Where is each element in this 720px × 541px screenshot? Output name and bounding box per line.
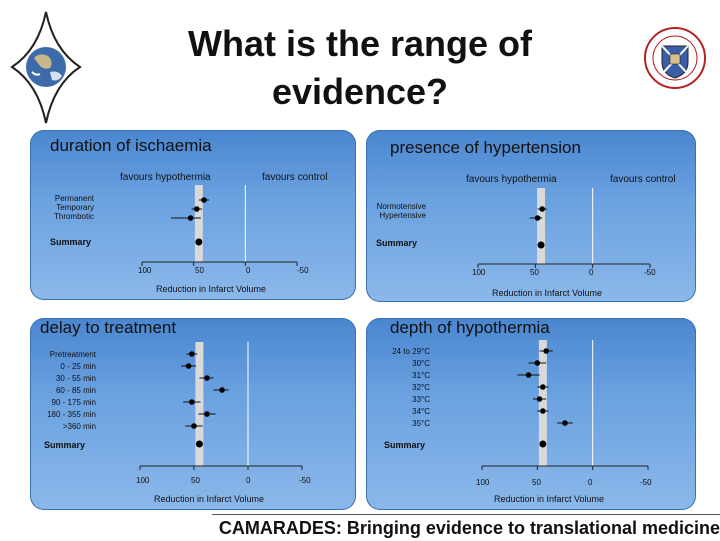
row-label: 33°C [412,395,430,404]
row-label: 0 - 25 min [60,362,96,371]
x-tick: -50 [297,266,309,275]
row-label: 30 - 55 min [55,374,96,383]
panel-duration-of-ischaemia [30,130,356,300]
row-label: 90 - 175 min [51,398,96,407]
summary-label: Summary [50,237,92,247]
data-point [204,411,210,417]
x-tick: 100 [138,266,152,275]
data-point [201,197,207,203]
row-label: >360 min [62,422,96,431]
row-label: Pretreatment [49,350,96,359]
data-point [219,387,225,393]
summary-point [195,238,203,246]
data-point [187,215,194,221]
x-tick: 0 [246,476,251,485]
data-point [539,206,546,212]
row-label: 24 to 29°C [392,347,430,356]
summary-label: Summary [384,440,426,450]
row-label: 32°C [412,383,430,392]
panel-title: presence of hypertension [390,138,581,157]
x-axis-label: Reduction in Infarct Volume [154,494,265,504]
favours-left-label: favours hypothermia [466,174,557,185]
summary-label: Summary [44,440,86,450]
x-tick: 100 [472,268,486,277]
data-point [534,215,541,221]
x-tick: -50 [299,476,311,485]
row-label: 35°C [412,419,430,428]
camarades-globe-logo [10,11,82,124]
data-point [185,363,192,369]
row-label: 34°C [412,407,430,416]
data-point [193,206,200,212]
panel-depth-of-hypothermia [366,318,696,510]
data-point [191,423,197,429]
data-point [540,384,546,390]
favours-right-label: favours control [610,174,676,185]
panel-title: delay to treatment [40,318,177,337]
panel-delay-to-treatment [30,318,356,510]
x-tick: 100 [136,476,150,485]
x-tick: 50 [191,476,200,485]
x-tick: 50 [530,268,539,277]
summary-band [537,188,546,264]
summary-point [539,440,547,448]
row-label: 180 - 355 min [47,410,96,419]
data-point [189,399,195,405]
slide-title: What is the range of evidence? [140,20,580,116]
summary-point [195,440,203,448]
data-point [543,348,549,354]
x-tick: 50 [195,266,204,275]
panel-title: duration of ischaemia [50,136,212,155]
forest-plot-depth [481,340,649,470]
x-axis-label: Reduction in Infarct Volume [492,288,603,298]
row-label: Hypertensive [379,211,426,220]
row-label: Permanent [54,194,94,203]
data-point [189,351,195,357]
x-tick: 50 [532,478,541,487]
data-point [536,396,543,402]
row-label: 30°C [412,359,430,368]
row-label: 31°C [412,371,430,380]
data-point [540,408,546,414]
panel-title: depth of hypothermia [390,318,550,337]
row-label: Thrombotic [53,212,94,221]
summary-band [538,340,547,466]
summary-band [194,185,203,262]
favours-left-label: favours hypothermia [120,172,211,183]
data-point [204,375,210,381]
x-tick: -50 [640,478,652,487]
x-axis-label: Reduction in Infarct Volume [494,494,605,504]
favours-right-label: favours control [262,172,328,183]
data-point [562,420,568,426]
panel-presence-of-hypertension [366,130,696,302]
data-point [534,360,541,366]
x-tick: 100 [476,478,490,487]
forest-plot-delay [139,342,303,470]
row-label: Normotensive [376,202,426,211]
x-axis-label: Reduction in Infarct Volume [156,284,267,294]
forest-plot-hypertension [477,188,651,268]
x-tick: -50 [644,268,656,277]
row-label: 60 - 85 min [55,386,96,395]
university-crest-logo [644,27,706,89]
summary-band [195,342,204,466]
row-label: Temporary [56,203,94,212]
data-point [525,372,532,378]
x-tick: 0 [246,266,251,275]
x-tick: 0 [588,478,593,487]
footer-tagline: CAMARADES: Bringing evidence to translat… [212,514,720,541]
summary-point [537,241,545,249]
summary-label: Summary [376,238,418,248]
x-tick: 0 [589,268,594,277]
title-line-2: evidence? [271,71,449,112]
forest-plot-duration [141,185,298,266]
title-line-1: What is the range of [187,23,533,64]
